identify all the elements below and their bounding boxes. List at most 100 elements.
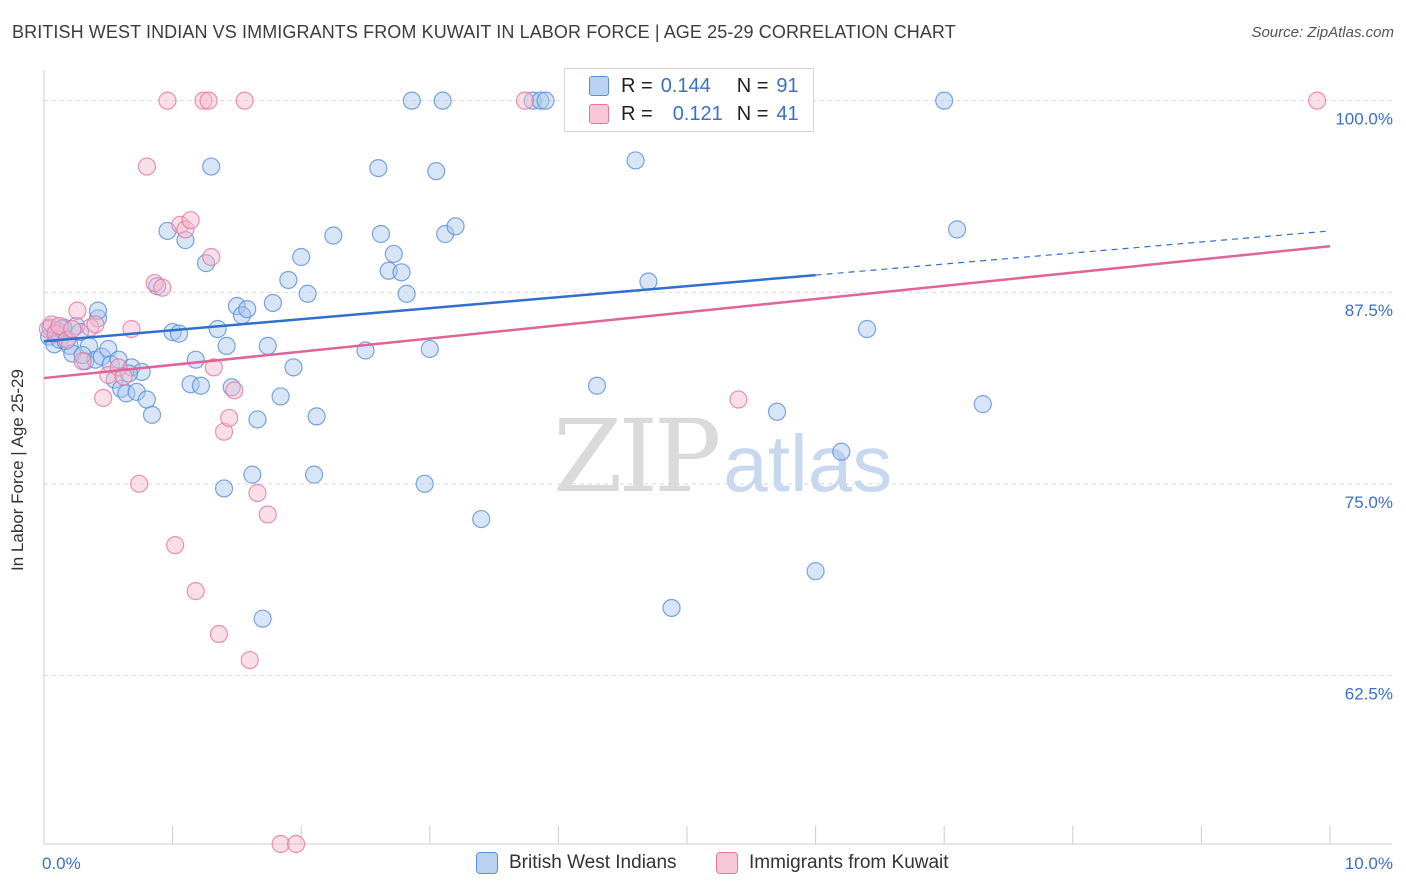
data-point-blue (415, 474, 434, 493)
data-point-pink (158, 91, 177, 110)
series-legend: British West Indians Immigrants from Kuw… (0, 852, 1406, 876)
data-point-pink (176, 220, 195, 239)
chart-title: BRITISH WEST INDIAN VS IMMIGRANTS FROM K… (12, 22, 956, 42)
data-point-blue (73, 345, 92, 365)
data-point-blue (222, 378, 241, 397)
legend-r-value: 0.121 (672, 102, 723, 125)
data-point-pink (153, 278, 172, 297)
series-legend-swatch-pink (716, 852, 738, 874)
trend-line-blue (43, 273, 816, 343)
data-point-blue (253, 609, 272, 628)
data-point-blue (806, 562, 825, 581)
data-point-pink (729, 390, 748, 409)
data-point-blue (324, 226, 343, 245)
legend-row-pink: R = 0.121 N = 41 (589, 103, 799, 125)
data-point-pink (248, 483, 267, 503)
legend-r-value: 0.144 (660, 74, 711, 97)
data-point-blue (384, 244, 403, 264)
series-legend-item-blue: British West Indians (476, 852, 677, 874)
data-point-blue (767, 402, 787, 421)
x-tick-label: 10.0% (1345, 854, 1393, 873)
data-point-blue (433, 91, 452, 110)
data-point-blue (427, 162, 446, 181)
series-legend-label: British West Indians (509, 852, 677, 873)
data-point-pink (286, 834, 306, 854)
data-point-blue (208, 319, 227, 339)
data-point-pink (42, 315, 61, 334)
data-point-pink (137, 157, 156, 176)
data-point-blue (169, 324, 189, 343)
data-point-blue (214, 479, 234, 498)
data-point-pink (166, 536, 185, 555)
data-point-pink (181, 211, 200, 230)
series-legend-label: Immigrants from Kuwait (749, 852, 949, 873)
data-point-pink (81, 318, 100, 337)
series-legend-item-pink: Immigrants from Kuwait (716, 852, 949, 874)
legend-n-label: N = (736, 102, 769, 125)
data-point-blue (142, 405, 162, 424)
y-tick-label: 75.0% (1345, 493, 1393, 512)
data-point-pink (73, 352, 92, 371)
data-point-blue (402, 91, 421, 110)
data-point-pink (186, 582, 205, 601)
data-point-blue (587, 376, 607, 395)
data-point-blue (857, 319, 877, 339)
data-point-pink (240, 650, 259, 670)
data-point-pink (225, 381, 244, 400)
data-point-blue (227, 296, 246, 316)
data-point-pink (258, 505, 277, 524)
data-point-pink (68, 301, 87, 320)
data-point-pink (130, 474, 149, 493)
data-point-blue (392, 263, 411, 282)
data-point-blue (523, 91, 542, 110)
data-point-blue (307, 407, 326, 426)
legend-r-label: R = (621, 74, 653, 97)
data-point-blue (832, 442, 851, 461)
legend-n-value: 91 (776, 74, 799, 97)
data-point-blue (420, 339, 439, 359)
data-point-blue (191, 376, 210, 395)
watermark-atlas: atlas (723, 419, 893, 508)
data-point-pink (515, 91, 535, 110)
data-point-blue (304, 465, 324, 484)
data-point-blue (662, 598, 681, 618)
data-point-blue (248, 410, 267, 429)
data-point-blue (284, 358, 303, 377)
data-point-blue (137, 390, 156, 409)
data-point-blue (369, 158, 388, 178)
data-point-pink (194, 91, 213, 110)
data-point-blue (271, 387, 290, 406)
data-point-blue (446, 217, 465, 236)
y-tick-label: 87.5% (1345, 301, 1393, 320)
data-point-blue (186, 350, 205, 369)
data-point-blue (973, 395, 992, 414)
y-tick-label: 100.0% (1335, 110, 1393, 129)
data-point-blue (371, 224, 391, 244)
data-point-pink (86, 315, 105, 334)
data-point-pink (199, 91, 218, 110)
data-point-blue (243, 465, 262, 484)
trend-line-extension-blue (815, 230, 1331, 276)
data-point-blue (202, 157, 221, 176)
data-point-blue (88, 301, 108, 320)
data-point-blue (639, 272, 658, 291)
data-point-pink (114, 367, 133, 386)
y-tick-label: 62.5% (1345, 684, 1393, 703)
source-label: Source: ZipAtlas.com (1251, 24, 1394, 41)
data-point-blue (935, 91, 954, 110)
data-point-blue (127, 382, 146, 401)
data-point-pink (202, 247, 221, 267)
watermark-zip: ZIP (553, 398, 721, 515)
data-point-blue (258, 336, 277, 355)
correlation-legend: R = 0.144 N = 91 R = 0.121 N = 41 (564, 68, 814, 132)
legend-swatch-blue (589, 76, 609, 96)
data-point-blue (947, 220, 967, 239)
data-point-pink (63, 319, 82, 339)
data-point-blue (263, 293, 283, 313)
data-point-pink (204, 358, 223, 377)
data-point-blue (436, 224, 455, 244)
data-point-blue (217, 336, 236, 355)
data-point-blue (536, 91, 555, 110)
data-point-blue (472, 509, 491, 529)
